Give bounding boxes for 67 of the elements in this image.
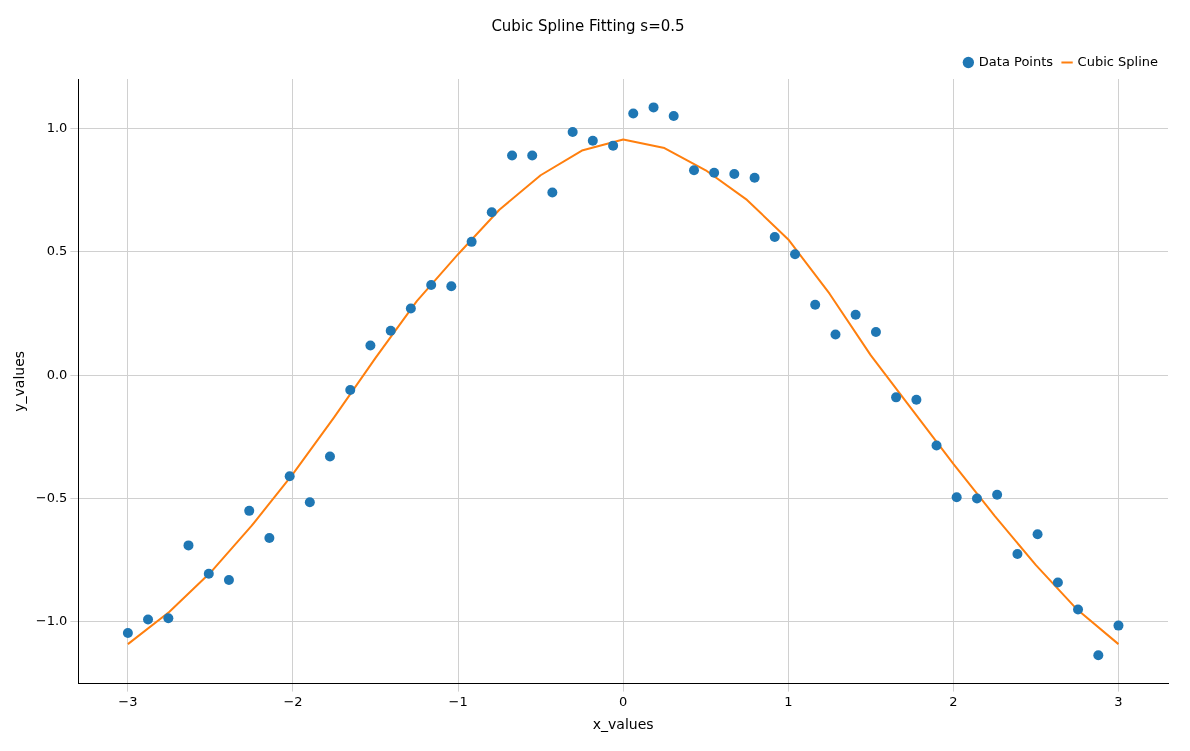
point (284, 471, 295, 482)
point (931, 440, 942, 451)
y-tick-label: −1.0 (35, 613, 68, 629)
point (608, 140, 619, 151)
point (122, 628, 133, 639)
point (223, 574, 234, 585)
x-tick-label: 2 (949, 693, 958, 709)
point (203, 568, 214, 579)
point (1093, 650, 1104, 661)
point (507, 150, 518, 161)
point (951, 492, 962, 503)
point (567, 127, 578, 138)
point (1032, 529, 1043, 540)
x-tick-label: −1 (448, 693, 468, 709)
point (971, 493, 982, 504)
point (749, 172, 760, 183)
point (527, 150, 538, 161)
point (628, 108, 639, 119)
point (891, 392, 902, 403)
point (304, 497, 315, 508)
point (547, 187, 558, 198)
y-tick-label: 0.0 (46, 366, 68, 382)
point (689, 165, 700, 176)
point (709, 167, 720, 178)
point (183, 540, 194, 551)
y-axis-title: y_values (11, 350, 28, 412)
point (1052, 577, 1063, 588)
point (790, 249, 801, 260)
point (830, 329, 841, 340)
point (324, 451, 335, 462)
point (668, 111, 679, 122)
point (365, 340, 376, 351)
point (1073, 604, 1084, 615)
point (648, 102, 659, 113)
point (446, 281, 457, 292)
point (850, 309, 861, 320)
point (143, 614, 154, 625)
point (911, 394, 922, 405)
legend-label: Data Points (978, 53, 1054, 69)
legend-label: Cubic Spline (1077, 53, 1159, 69)
x-tick-label: 0 (619, 693, 628, 709)
point (405, 303, 416, 314)
point (466, 236, 477, 247)
point (264, 533, 275, 543)
x-axis-title: x_values (592, 716, 654, 733)
point (345, 384, 356, 395)
y-tick-label: −0.5 (35, 489, 68, 505)
chart-title: Cubic Spline Fitting s=0.5 (491, 16, 685, 35)
point (385, 325, 396, 336)
y-tick-label: 0.5 (46, 243, 68, 259)
point (769, 231, 780, 242)
point (729, 169, 740, 180)
point (992, 489, 1003, 500)
point (426, 280, 437, 291)
point (486, 207, 497, 218)
point (870, 326, 881, 337)
point (244, 505, 255, 516)
point (587, 135, 598, 146)
x-tick-label: 3 (1114, 693, 1123, 709)
y-tick-label: 1.0 (46, 119, 68, 135)
x-tick-label: 1 (784, 693, 793, 709)
point (163, 613, 174, 624)
x-tick-label: −2 (283, 693, 303, 709)
point (1012, 549, 1023, 560)
x-tick-label: −3 (118, 693, 138, 709)
point (1113, 620, 1124, 631)
point (810, 299, 821, 310)
